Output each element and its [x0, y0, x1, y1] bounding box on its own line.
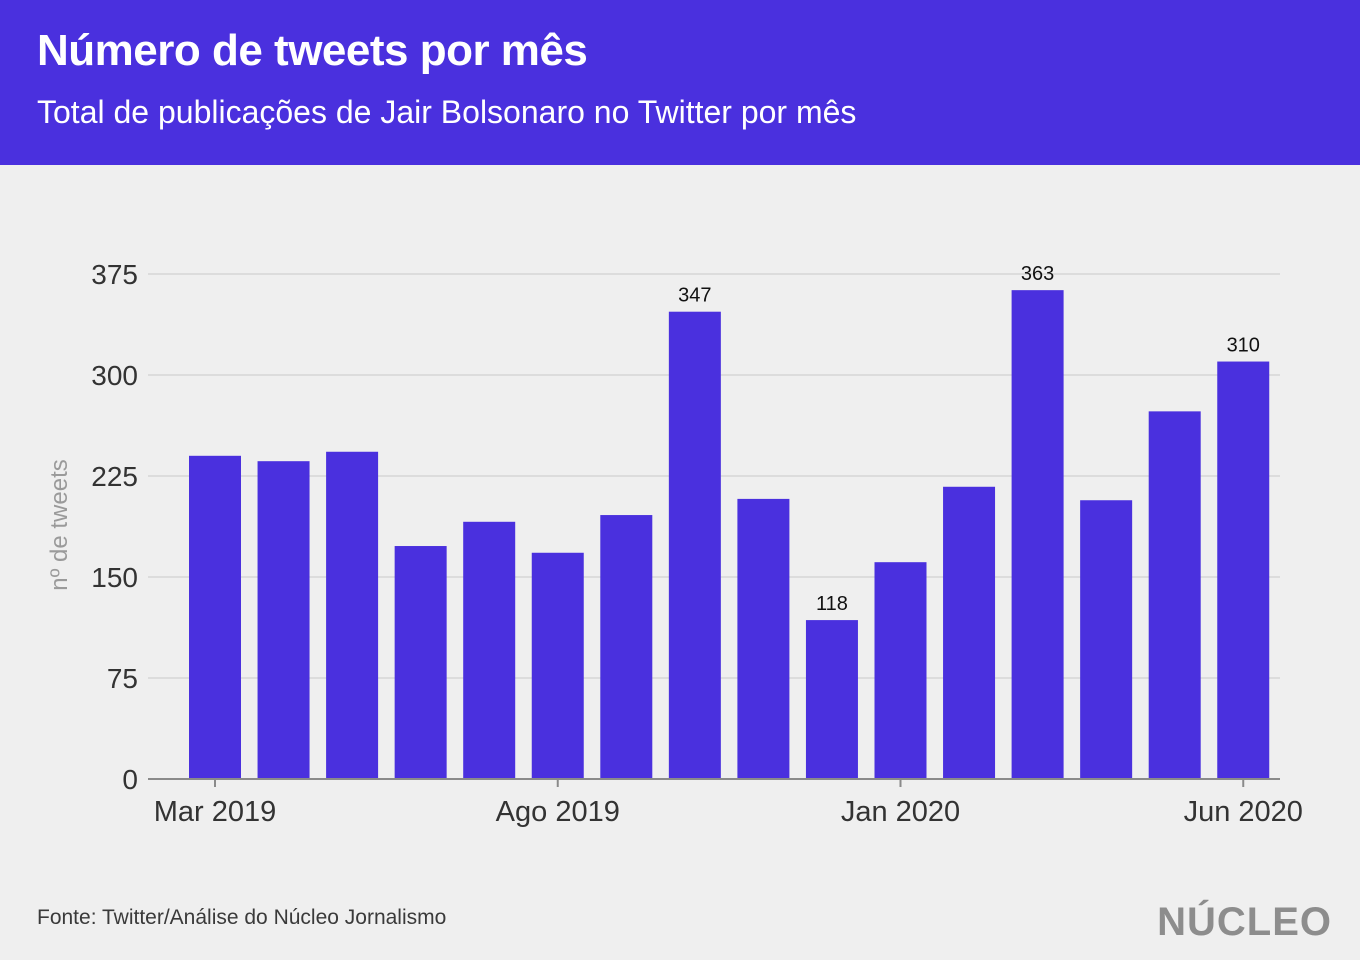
- bar-14: [1148, 411, 1201, 779]
- bar-5: [531, 552, 584, 779]
- bar-15: [1217, 361, 1270, 779]
- source-note: Fonte: Twitter/Análise do Núcleo Jornali…: [37, 906, 447, 929]
- chart-subtitle: Total de publicações de Jair Bolsonaro n…: [37, 94, 857, 130]
- y-tick-label: 0: [122, 764, 138, 795]
- y-tick-label: 225: [91, 461, 138, 492]
- bars: [189, 290, 1270, 779]
- bar-12: [1011, 290, 1064, 779]
- data-label: 310: [1227, 335, 1260, 357]
- x-tick-label: Mar 2019: [154, 796, 277, 828]
- data-label: 118: [816, 593, 848, 615]
- bar-13: [1080, 500, 1133, 779]
- data-labels: 347 118 363 310: [678, 263, 1260, 615]
- x-axis: Mar 2019 Ago 2019 Jan 2020 Jun 2020: [148, 778, 1303, 828]
- chart-title: Número de tweets por mês: [37, 26, 588, 75]
- bar-1: [257, 461, 310, 779]
- bar-10: [874, 562, 927, 779]
- bar-6: [600, 515, 653, 779]
- x-tick-label: Ago 2019: [496, 796, 620, 828]
- data-label: 363: [1021, 263, 1054, 285]
- bar-chart: 0 75 150 225 300 375 Mar 2019 Ago 2019 Jan 2020…: [46, 259, 1303, 828]
- bar-0: [189, 455, 241, 779]
- bar-11: [943, 486, 996, 779]
- y-tick-label: 375: [91, 259, 138, 290]
- y-axis-label: nº de tweets: [46, 459, 73, 591]
- bar-7: [668, 311, 721, 779]
- header-banner: Número de tweets por mês Total de public…: [0, 0, 1360, 165]
- bar-9: [805, 620, 858, 779]
- y-tick-label: 75: [107, 663, 138, 694]
- y-tick-label: 300: [91, 360, 138, 391]
- y-tick-label: 150: [91, 562, 138, 593]
- data-label: 347: [678, 285, 711, 307]
- x-tick-label: Jun 2020: [1184, 796, 1303, 828]
- bar-3: [394, 546, 447, 779]
- x-tick-label: Jan 2020: [841, 796, 960, 828]
- bar-4: [463, 521, 516, 779]
- nucleo-logo: NÚCLEO: [1157, 900, 1332, 944]
- bar-8: [737, 498, 790, 779]
- bar-2: [326, 451, 379, 779]
